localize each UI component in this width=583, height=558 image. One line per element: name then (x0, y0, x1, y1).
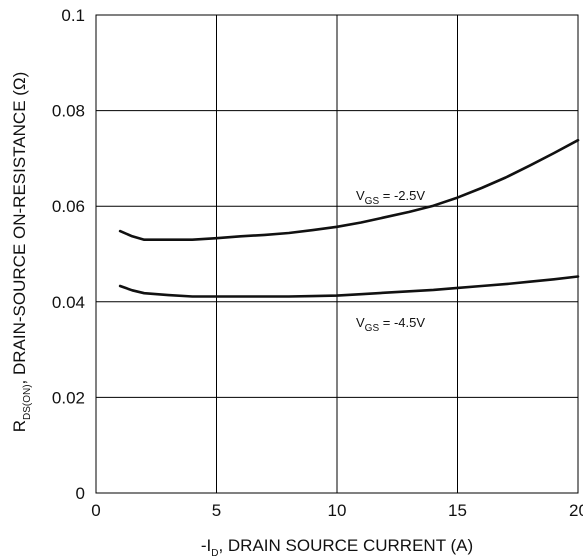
y-axis-label: RDS(ON), DRAIN-SOURCE ON-RESISTANCE (Ω) (10, 72, 33, 433)
series-label-1: VGS = -2.5V (356, 188, 425, 207)
x-tick-label: 10 (328, 501, 347, 520)
tick-labels: 0 5 10 15 20 0 0.02 0.04 0.06 0.08 0.1 (52, 6, 583, 520)
series-lines (118, 138, 580, 298)
y-tick-label: 0 (76, 484, 85, 503)
x-tick-label: 5 (212, 501, 221, 520)
y-tick-label: 0.08 (52, 102, 85, 121)
series-label-2: VGS = -4.5V (356, 315, 425, 334)
x-tick-label: 0 (91, 501, 100, 520)
series-line-2 (118, 275, 580, 298)
x-tick-label: 20 (569, 501, 583, 520)
y-tick-label: 0.1 (61, 6, 85, 25)
series-annotations: VGS = -2.5V VGS = -4.5V (356, 188, 425, 334)
y-tick-label: 0.06 (52, 197, 85, 216)
x-axis-label: -ID, DRAIN SOURCE CURRENT (A) (201, 536, 473, 558)
x-tick-label: 15 (448, 501, 467, 520)
series-line-1 (118, 138, 580, 241)
y-tick-label: 0.04 (52, 293, 85, 312)
grid (95, 14, 579, 494)
y-tick-label: 0.02 (52, 388, 85, 407)
